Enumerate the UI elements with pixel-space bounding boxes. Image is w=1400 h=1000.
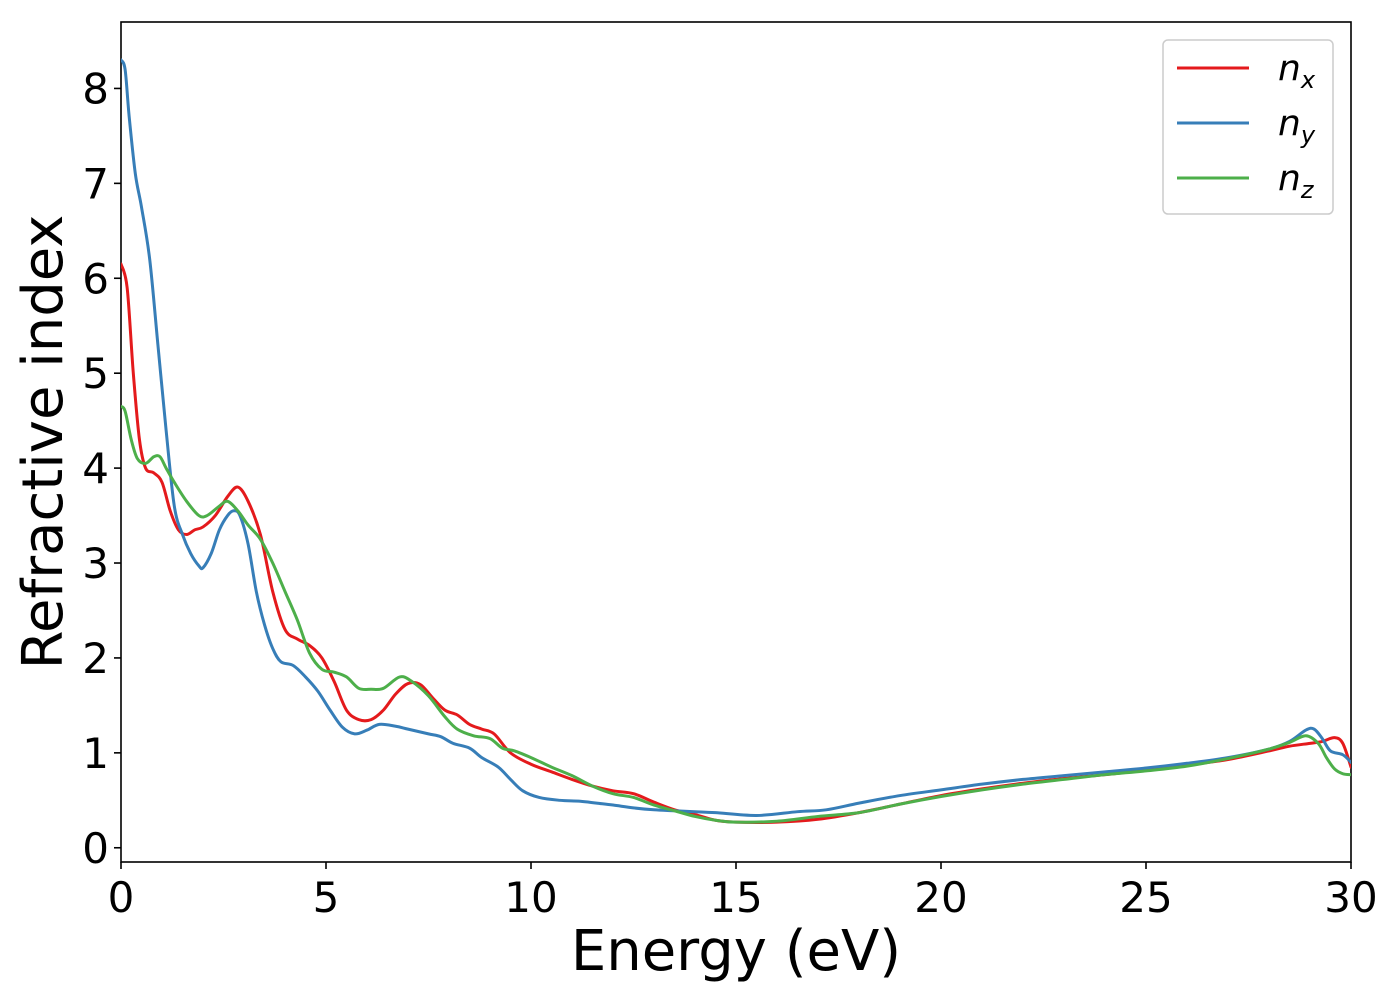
y-tick-label: 6 — [82, 254, 109, 303]
x-axis-label: Energy (eV) — [571, 919, 901, 984]
x-tick-label: 20 — [914, 873, 967, 922]
y-tick-label: 3 — [82, 539, 109, 588]
y-tick-label: 4 — [82, 444, 109, 493]
y-tick-label: 2 — [82, 634, 109, 683]
y-tick-label: 0 — [82, 824, 109, 873]
x-tick-label: 30 — [1324, 873, 1377, 922]
legend-frame — [1162, 39, 1334, 215]
legend-subscript: x — [1300, 66, 1316, 94]
x-tick-label: 5 — [313, 873, 340, 922]
y-tick-label: 8 — [82, 64, 109, 113]
series-line-ny — [121, 58, 1351, 817]
y-axis-ticks: 0 1 2 3 4 5 6 7 8 — [82, 64, 121, 873]
y-tick-label: 1 — [82, 729, 109, 778]
y-tick-label: 7 — [82, 159, 109, 208]
legend-subscript: y — [1300, 121, 1316, 149]
legend-subscript: z — [1300, 176, 1315, 204]
x-axis-ticks: 0 5 10 15 20 25 30 — [108, 862, 1378, 922]
x-tick-label: 25 — [1119, 873, 1172, 922]
series-layer — [121, 58, 1351, 824]
y-tick-label: 5 — [82, 349, 109, 398]
x-tick-label: 0 — [108, 873, 135, 922]
y-axis-label: Refractive index — [11, 215, 76, 670]
x-tick-label: 15 — [709, 873, 762, 922]
series-line-nz — [121, 404, 1351, 824]
series-line-nx — [121, 262, 1351, 824]
x-tick-label: 10 — [504, 873, 557, 922]
